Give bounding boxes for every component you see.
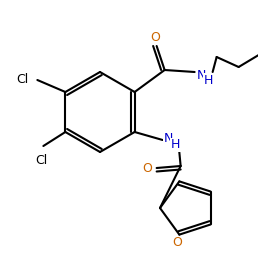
Text: H: H bbox=[171, 139, 180, 152]
Text: Cl: Cl bbox=[35, 154, 47, 167]
Text: Cl: Cl bbox=[16, 73, 28, 86]
Text: O: O bbox=[172, 236, 182, 249]
Text: O: O bbox=[151, 30, 160, 43]
Text: H: H bbox=[204, 74, 213, 87]
Text: N: N bbox=[197, 68, 206, 81]
Text: O: O bbox=[143, 161, 152, 174]
Text: N: N bbox=[164, 132, 173, 145]
